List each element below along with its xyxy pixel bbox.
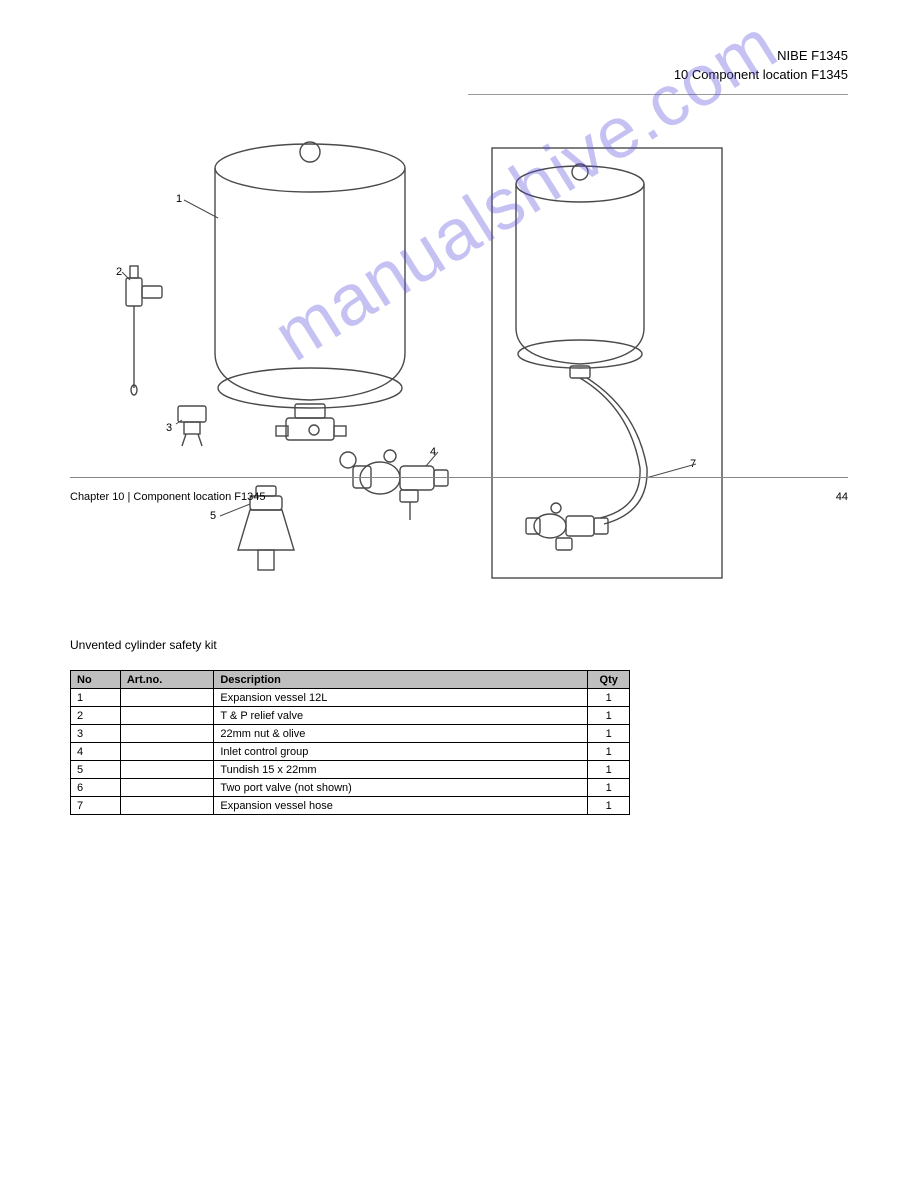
table-row: 3 22mm nut & olive 1 (71, 725, 630, 743)
table-row: 2 T & P relief valve 1 (71, 707, 630, 725)
table-row: 4 Inlet control group 1 (71, 743, 630, 761)
table-header-row: No Art.no. Description Qty (71, 671, 630, 689)
parts-table: No Art.no. Description Qty 1 Expansion v… (70, 670, 630, 815)
figure-illustration (100, 108, 780, 608)
cell-art (120, 761, 214, 779)
cell-qty: 1 (588, 725, 630, 743)
header-rule (468, 94, 848, 95)
header-section: 10 Component location F1345 (674, 67, 848, 82)
cell-desc: Inlet control group (214, 743, 588, 761)
cell-art (120, 689, 214, 707)
table-row: 6 Two port valve (not shown) 1 (71, 779, 630, 797)
cell-no: 5 (71, 761, 121, 779)
cell-no: 1 (71, 689, 121, 707)
cell-desc: Tundish 15 x 22mm (214, 761, 588, 779)
table-row: 1 Expansion vessel 12L 1 (71, 689, 630, 707)
cell-art (120, 707, 214, 725)
cell-qty: 1 (588, 707, 630, 725)
cell-art (120, 797, 214, 815)
header-block: NIBE F1345 10 Component location F1345 (674, 48, 848, 82)
cell-desc: Two port valve (not shown) (214, 779, 588, 797)
th-qty: Qty (588, 671, 630, 689)
cell-qty: 1 (588, 779, 630, 797)
footer: Chapter 10 | Component location F1345 44 (70, 491, 848, 503)
cell-no: 7 (71, 797, 121, 815)
footer-rule (70, 477, 848, 478)
cell-no: 3 (71, 725, 121, 743)
cell-art (120, 743, 214, 761)
cell-desc: 22mm nut & olive (214, 725, 588, 743)
cell-qty: 1 (588, 743, 630, 761)
th-desc: Description (214, 671, 588, 689)
figure-caption: Unvented cylinder safety kit (70, 638, 217, 652)
footer-left: Chapter 10 | Component location F1345 (70, 491, 265, 503)
cell-qty: 1 (588, 797, 630, 815)
footer-page: 44 (836, 491, 848, 503)
cell-desc: T & P relief valve (214, 707, 588, 725)
cell-qty: 1 (588, 689, 630, 707)
header-product: NIBE F1345 (674, 48, 848, 63)
cell-art (120, 725, 214, 743)
cell-no: 4 (71, 743, 121, 761)
cell-art (120, 779, 214, 797)
th-art: Art.no. (120, 671, 214, 689)
table-row: 5 Tundish 15 x 22mm 1 (71, 761, 630, 779)
cell-no: 2 (71, 707, 121, 725)
cell-desc: Expansion vessel 12L (214, 689, 588, 707)
cell-no: 6 (71, 779, 121, 797)
cell-qty: 1 (588, 761, 630, 779)
cell-desc: Expansion vessel hose (214, 797, 588, 815)
th-no: No (71, 671, 121, 689)
table-row: 7 Expansion vessel hose 1 (71, 797, 630, 815)
